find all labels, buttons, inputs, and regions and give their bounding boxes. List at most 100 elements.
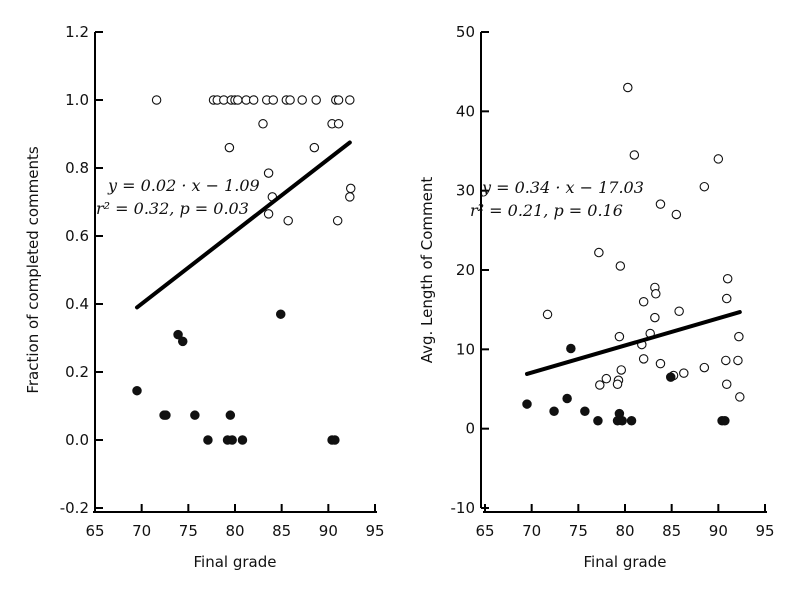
y-tick-label: -10 [451, 499, 476, 517]
data-point-open [638, 296, 649, 307]
x-tick-label: 80 [615, 522, 634, 540]
data-point-open [629, 150, 640, 160]
data-point-filled [177, 336, 188, 347]
data-point-filled [225, 410, 236, 420]
data-point-filled [237, 435, 248, 445]
y-tick-label: 0.6 [65, 227, 89, 245]
x-tick-label: 75 [179, 522, 198, 540]
y-tick-label: 0.0 [65, 431, 89, 449]
data-point-filled [562, 393, 572, 404]
data-point-filled [330, 435, 340, 445]
data-point-filled [161, 410, 171, 420]
y-tick-label: 1.0 [65, 91, 89, 109]
x-tick-label: 90 [319, 522, 338, 540]
y-axis-label: Avg. Length of Comment [418, 177, 436, 364]
x-axis-label: Final grade [584, 553, 667, 571]
data-point-open [721, 355, 731, 366]
data-point-filled [580, 406, 590, 416]
data-point-filled [132, 385, 142, 396]
data-point-open [674, 306, 684, 317]
data-point-filled [617, 415, 627, 426]
data-point-open [655, 358, 666, 369]
right-panel-avg-length: 65 70 75 80 85 90 95 -10 0 10 20 30 40 50 Final grade A… [418, 23, 775, 571]
x-tick-label: 75 [569, 522, 588, 540]
y-tick-label: 1.2 [65, 23, 89, 41]
y-axis-label: Fraction of completed comments [24, 146, 42, 393]
x-tick-label: 65 [85, 522, 104, 540]
data-point-open [345, 183, 356, 194]
data-point-open [734, 331, 744, 342]
data-point-filled [566, 343, 576, 354]
data-point-open [699, 181, 710, 192]
x-tick-label: 80 [225, 522, 244, 540]
y-tick-label: 0.4 [65, 295, 89, 313]
data-point-open [671, 209, 682, 220]
data-point-filled [549, 406, 559, 416]
data-point-filled [720, 415, 730, 426]
data-point-open [297, 95, 307, 105]
x-axis-label: Final grade [194, 553, 277, 571]
y-tick-label: 0.8 [65, 159, 89, 177]
data-point-open [638, 354, 649, 364]
data-point-open [285, 95, 295, 105]
data-point-open [650, 312, 660, 323]
data-point-open [233, 95, 243, 105]
data-point-open [332, 215, 343, 226]
data-point-open [263, 168, 274, 178]
x-tick-label: 65 [475, 522, 494, 540]
data-point-filled [190, 410, 200, 420]
data-point-open [224, 142, 235, 153]
data-point-open [595, 380, 605, 390]
regression-stats: r² = 0.32, p = 0.03 [96, 199, 249, 218]
data-point-open [542, 309, 553, 320]
data-point-open [333, 95, 344, 105]
y-tick-label: 10 [456, 340, 475, 358]
data-point-open [722, 273, 733, 284]
x-tick-label: 70 [132, 522, 151, 540]
x-tick-label: 85 [272, 522, 291, 540]
regression-line [135, 140, 352, 310]
regression-stats: r² = 0.21, p = 0.16 [470, 201, 623, 220]
x-tick-label: 70 [522, 522, 541, 540]
data-point-open [713, 154, 724, 164]
data-point-open [615, 261, 626, 271]
x-tick-label: 95 [755, 522, 774, 540]
data-point-filled [275, 309, 286, 319]
data-point-open [721, 293, 732, 304]
data-point-filled [173, 329, 183, 340]
data-point-open [248, 95, 259, 105]
data-point-open [651, 289, 661, 299]
data-point-filled [665, 372, 676, 382]
regression-line [525, 310, 742, 376]
data-point-open [151, 95, 162, 105]
data-point-open [699, 362, 710, 373]
y-tick-label: 20 [456, 261, 475, 279]
data-point-open [333, 119, 344, 129]
data-point-open [614, 331, 625, 342]
data-point-open [623, 82, 633, 93]
data-point-filled [593, 415, 603, 426]
x-tick-label: 95 [365, 522, 384, 540]
data-point-open [733, 355, 743, 366]
data-point-open [721, 379, 732, 389]
data-point-open [258, 119, 268, 129]
data-point-open [616, 365, 627, 375]
data-point-filled [626, 415, 637, 426]
data-point-open [311, 95, 321, 105]
data-point-open [735, 392, 745, 402]
y-tick-label: 40 [456, 102, 475, 120]
y-tick-label: 0 [465, 420, 475, 438]
data-point-filled [522, 399, 532, 409]
left-panel-fraction-completed: 65 70 75 80 85 90 95 -0.2 0.0 0.2 0.4 0.6 0.8 1.0 1.2 F… [24, 23, 385, 571]
y-tick-label: 0.2 [65, 363, 89, 381]
data-point-open [594, 247, 604, 258]
data-point-open [345, 95, 355, 105]
x-tick-label: 85 [662, 522, 681, 540]
x-tick-label: 90 [709, 522, 728, 540]
data-point-open [263, 209, 274, 219]
data-point-open [268, 95, 279, 105]
data-point-open [612, 379, 623, 389]
data-point-open [655, 199, 666, 209]
y-tick-label: 50 [456, 23, 475, 41]
y-tick-label: 30 [456, 182, 475, 200]
